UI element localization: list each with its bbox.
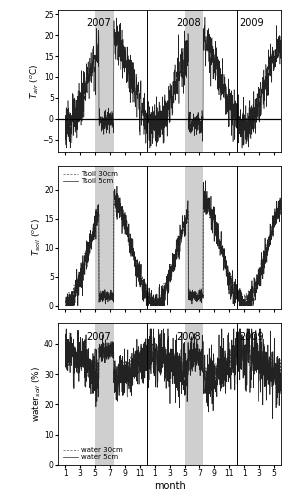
Tsoil 5cm	[119, 204, 123, 210]
Tsoil 30cm	[208, 212, 211, 218]
Bar	[184, 323, 203, 465]
Tsoil 30cm	[64, 299, 67, 305]
Tsoil 5cm	[64, 302, 67, 308]
water 30cm	[251, 340, 255, 345]
Y-axis label: water$_{soil}$ (%): water$_{soil}$ (%)	[30, 366, 43, 422]
Line: Tsoil 5cm: Tsoil 5cm	[66, 181, 280, 306]
water 30cm	[102, 356, 106, 362]
water 30cm	[208, 376, 211, 382]
Tsoil 5cm	[208, 202, 211, 208]
Tsoil 5cm	[279, 206, 282, 212]
Tsoil 30cm	[146, 293, 150, 299]
Line: water 5cm: water 5cm	[66, 329, 280, 418]
X-axis label: month: month	[154, 481, 186, 491]
water 30cm	[120, 368, 123, 374]
Legend: Tsoil 30cm, Tsoil 5cm: Tsoil 30cm, Tsoil 5cm	[61, 170, 119, 186]
Line: water 30cm: water 30cm	[66, 342, 280, 384]
Tsoil 30cm	[205, 208, 208, 214]
Tsoil 5cm	[146, 293, 150, 299]
water 30cm	[115, 376, 118, 382]
water 5cm	[102, 340, 106, 346]
Text: 2007: 2007	[86, 332, 111, 342]
water 5cm	[64, 326, 68, 332]
Text: 2008: 2008	[176, 332, 201, 342]
Line: Tsoil 30cm: Tsoil 30cm	[66, 199, 280, 306]
Legend: water 30cm, water 5cm: water 30cm, water 5cm	[61, 446, 124, 462]
water 30cm	[205, 376, 208, 382]
Tsoil 30cm	[279, 203, 282, 209]
Bar	[95, 166, 114, 308]
Bar	[95, 323, 114, 465]
water 30cm	[279, 367, 282, 373]
water 5cm	[271, 416, 274, 422]
Tsoil 5cm	[115, 191, 118, 197]
water 30cm	[91, 380, 95, 386]
Text: 2009: 2009	[239, 332, 264, 342]
Text: 2009: 2009	[239, 18, 264, 28]
Tsoil 30cm	[115, 200, 118, 206]
water 5cm	[205, 368, 208, 374]
Y-axis label: $T_{soil}$ ($^o$C): $T_{soil}$ ($^o$C)	[30, 218, 43, 256]
water 5cm	[120, 357, 123, 363]
Text: 2008: 2008	[176, 18, 201, 28]
water 30cm	[64, 356, 67, 362]
water 5cm	[208, 364, 211, 370]
Bar	[184, 166, 203, 308]
Text: 2007: 2007	[86, 18, 111, 28]
water 5cm	[64, 364, 67, 370]
water 30cm	[146, 352, 150, 358]
Tsoil 5cm	[102, 290, 105, 296]
water 5cm	[115, 393, 118, 399]
Y-axis label: $T_{air}$ ($^o$C): $T_{air}$ ($^o$C)	[29, 64, 41, 99]
water 5cm	[279, 388, 282, 394]
water 5cm	[146, 374, 150, 380]
Tsoil 30cm	[102, 290, 105, 296]
Bar	[184, 10, 203, 152]
Tsoil 5cm	[205, 208, 208, 214]
Bar	[95, 10, 114, 152]
Tsoil 5cm	[204, 178, 207, 184]
